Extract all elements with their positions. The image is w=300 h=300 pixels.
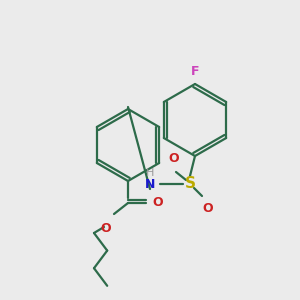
- Text: S: S: [184, 176, 196, 191]
- Text: O: O: [169, 152, 179, 165]
- Text: O: O: [203, 202, 213, 215]
- Text: O: O: [152, 196, 163, 209]
- Text: F: F: [191, 65, 199, 78]
- Text: H: H: [146, 168, 154, 178]
- Text: N: N: [145, 178, 155, 190]
- Text: O: O: [101, 222, 111, 235]
